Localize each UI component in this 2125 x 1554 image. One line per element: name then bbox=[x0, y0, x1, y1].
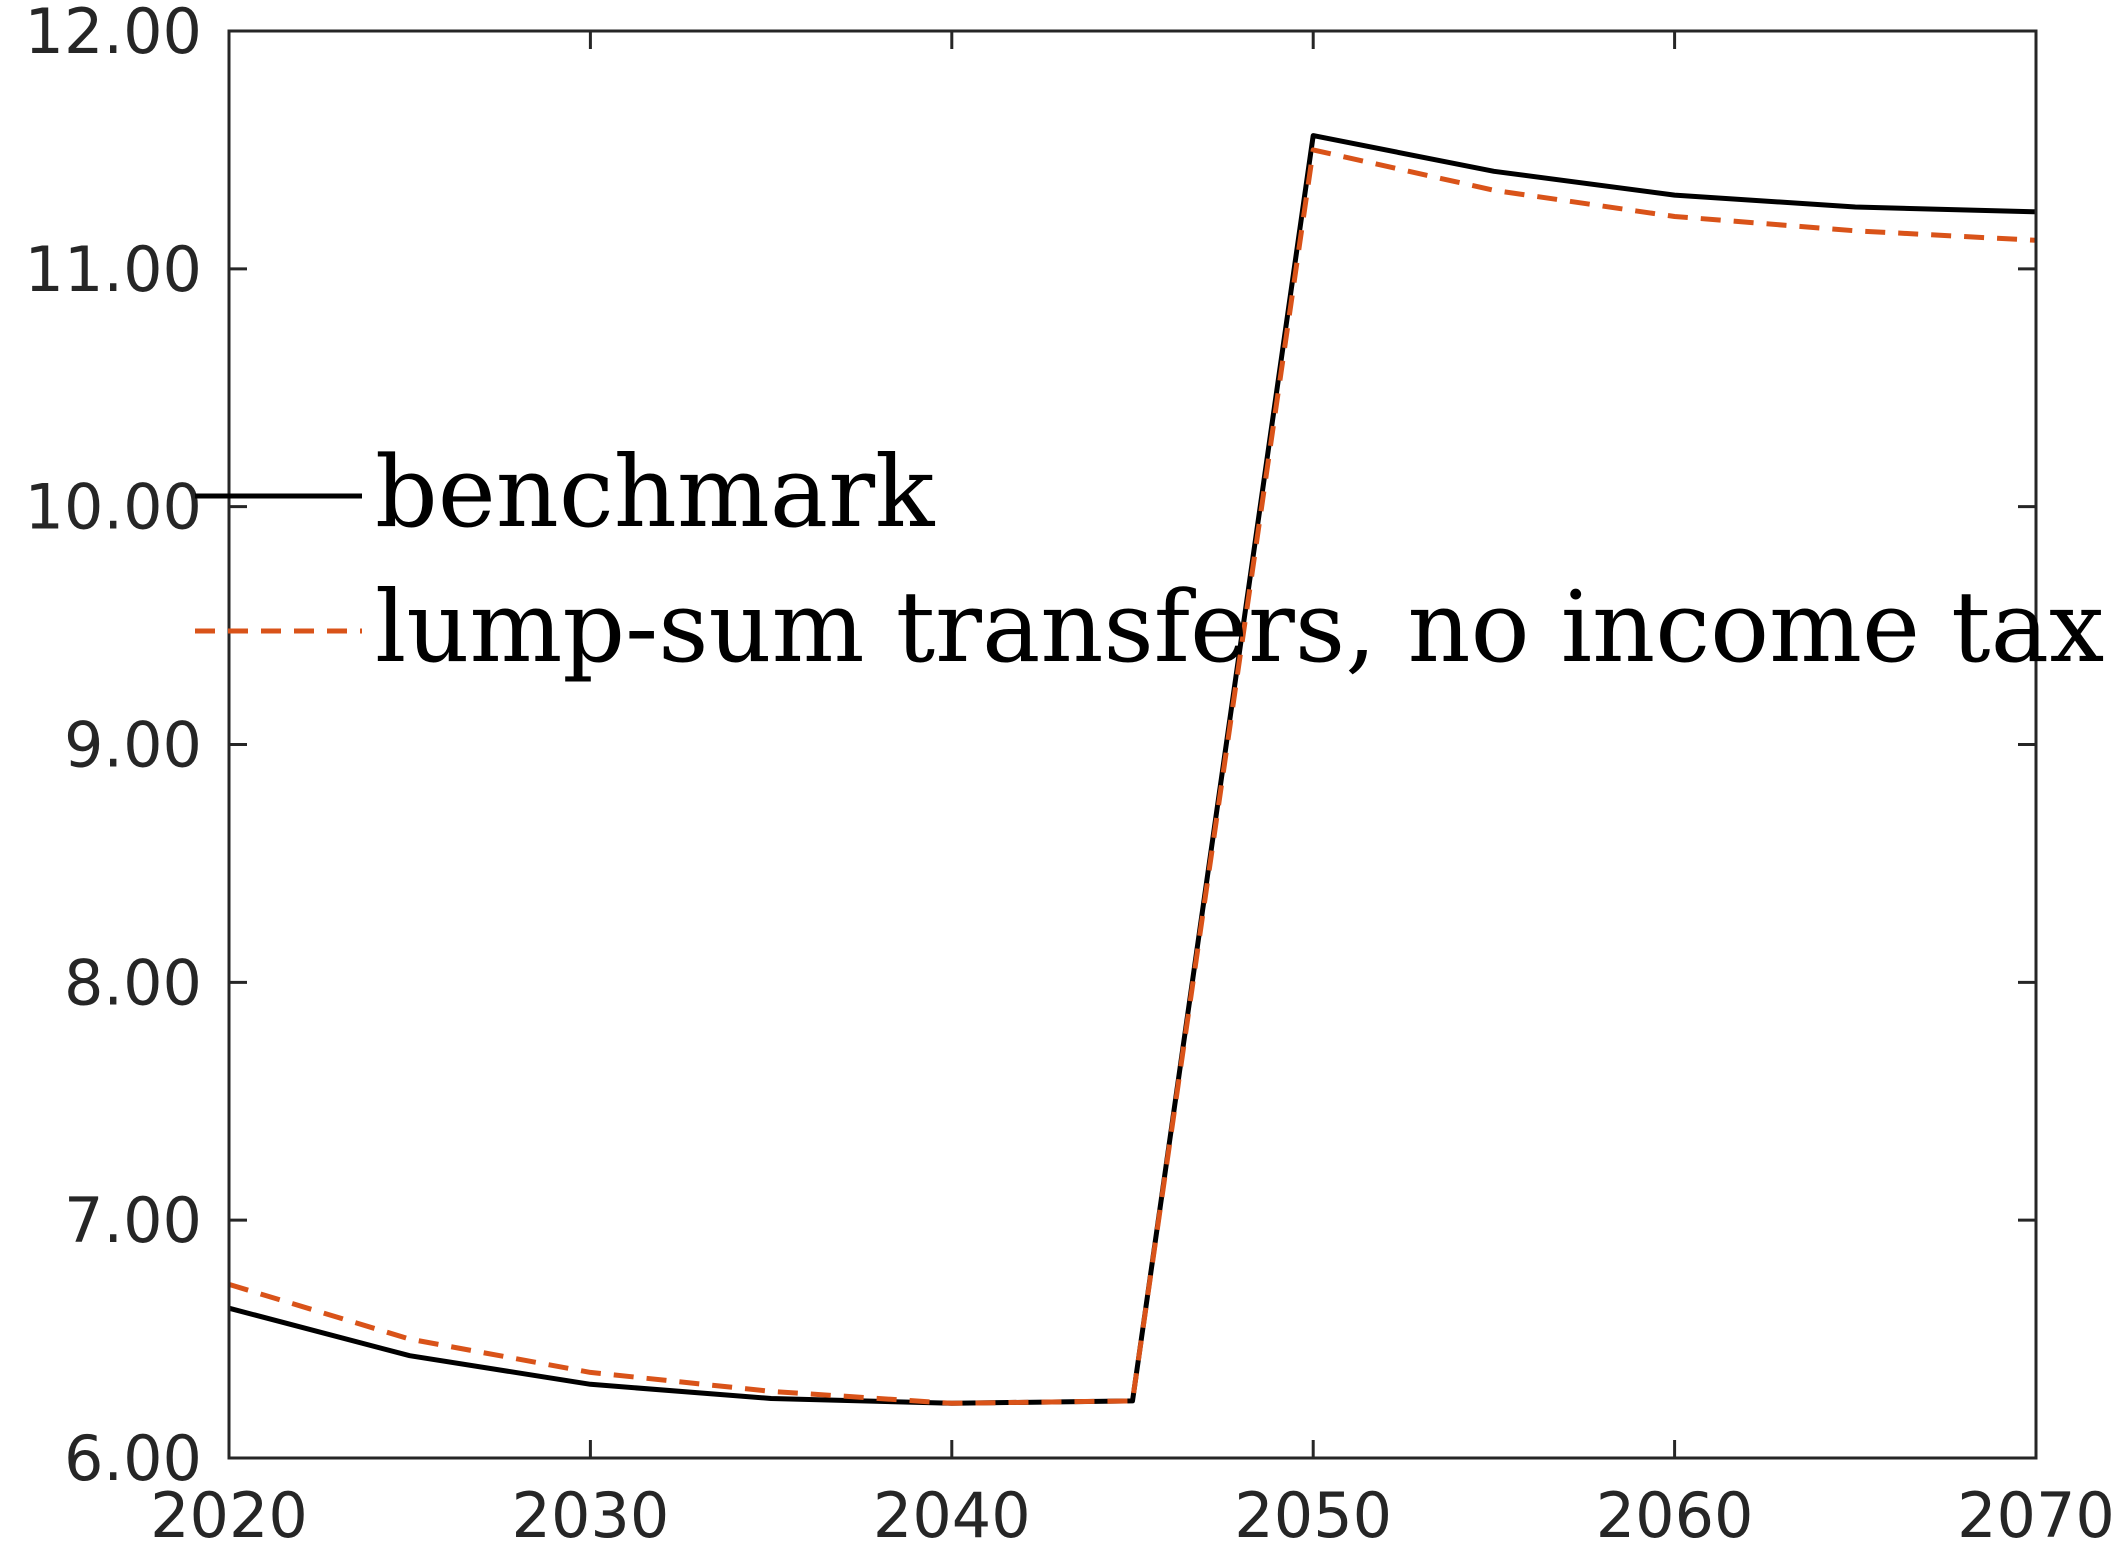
legend-label-2: lump-sum transfers, no income tax bbox=[375, 571, 2104, 685]
y-tick-label: 8.00 bbox=[64, 946, 202, 1019]
plot-background bbox=[229, 31, 2036, 1458]
y-tick-label: 9.00 bbox=[64, 709, 202, 782]
y-tick-label: 6.00 bbox=[64, 1422, 202, 1495]
y-tick-label: 12.00 bbox=[25, 0, 203, 68]
y-tick-label: 10.00 bbox=[25, 471, 203, 544]
x-tick-label: 2030 bbox=[512, 1479, 670, 1552]
axes: 2020 2030 2040 2050 2060 2070 6.00 7.00 8.00 9.00… bbox=[25, 0, 2115, 1552]
y-tick-label: 7.00 bbox=[64, 1184, 202, 1257]
plot-area bbox=[229, 31, 2036, 1458]
x-tick-label: 2060 bbox=[1596, 1479, 1754, 1552]
legend: benchmark lump-sum transfers, no income t… bbox=[195, 436, 2104, 685]
x-tick-label: 2070 bbox=[1957, 1479, 2115, 1552]
series-line-2 bbox=[228, 147, 2037, 1406]
x-tick-label: 2050 bbox=[1234, 1479, 1392, 1552]
series-line-1 bbox=[228, 133, 2037, 1406]
x-tick-label: 2040 bbox=[873, 1479, 1031, 1552]
legend-label-1: benchmark bbox=[375, 436, 936, 550]
x-tick-label: 2020 bbox=[150, 1479, 308, 1552]
y-tick-label: 11.00 bbox=[25, 233, 203, 306]
series-layer bbox=[228, 133, 2037, 1406]
